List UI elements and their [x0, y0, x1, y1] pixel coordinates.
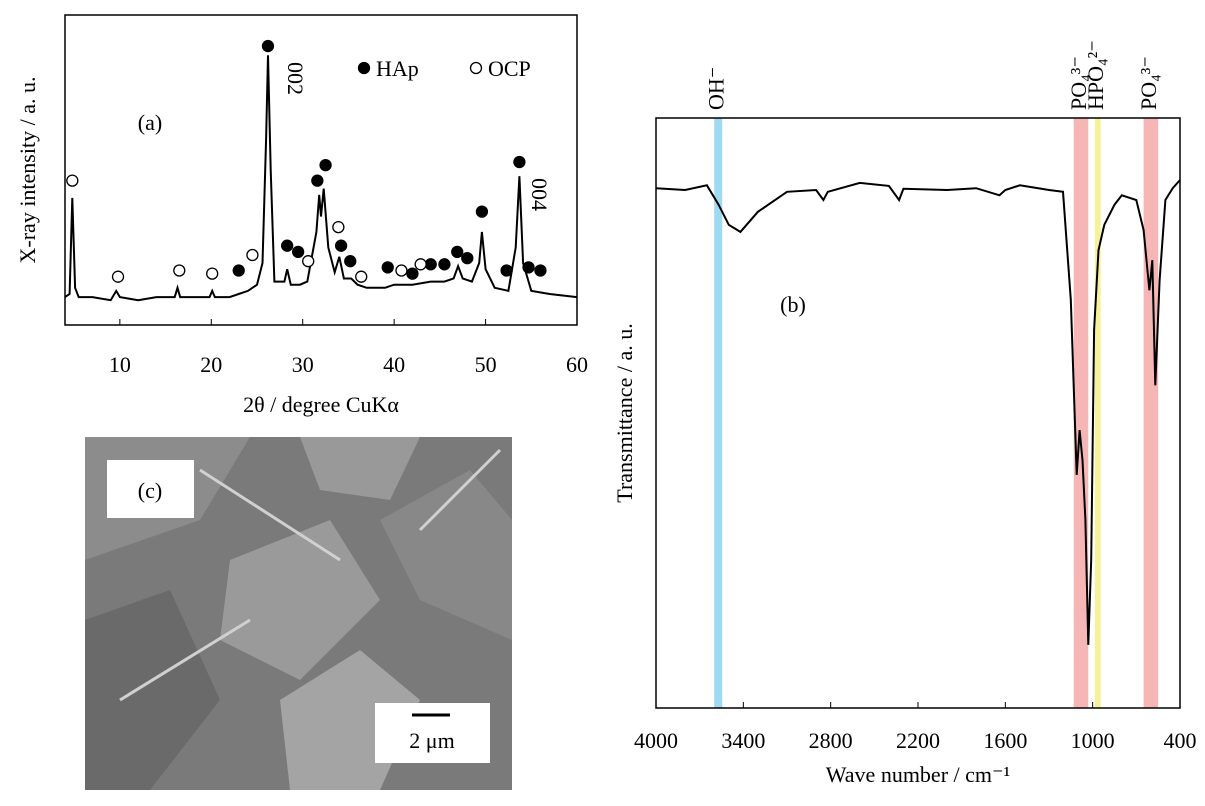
plot-frame — [64, 14, 578, 326]
annotation: 004 — [527, 178, 552, 211]
band — [1094, 118, 1101, 708]
y-axis-label: X-ray intensity / a. u. — [15, 77, 40, 264]
scale-box — [375, 703, 490, 763]
band — [1143, 118, 1159, 708]
sem-crystal — [85, 590, 220, 790]
marker — [173, 264, 186, 277]
marker — [381, 261, 394, 274]
marker — [232, 264, 245, 277]
marker — [261, 39, 275, 53]
marker — [424, 258, 437, 271]
plot-frame — [655, 117, 1181, 709]
legend-marker — [357, 61, 371, 75]
x-tick-label: 1000 — [1071, 728, 1115, 753]
marker — [522, 261, 535, 274]
band — [714, 118, 723, 708]
marker — [206, 267, 219, 280]
marker — [246, 248, 259, 262]
sem-crystal — [380, 470, 512, 640]
data-line — [655, 179, 1181, 645]
marker — [406, 267, 419, 280]
marker — [334, 239, 348, 252]
marker — [500, 264, 513, 277]
x-tick-label: 1600 — [983, 728, 1027, 753]
band — [1073, 118, 1089, 708]
x-tick-label: 60 — [566, 352, 588, 377]
x-tick-label: 10 — [109, 352, 131, 377]
marker — [355, 270, 368, 283]
x-tick-label: 2800 — [809, 728, 853, 753]
x-tick-label: 30 — [292, 352, 314, 377]
marker — [111, 270, 125, 283]
scale-label: 2 μm — [409, 728, 454, 753]
band-label: PO₄³⁻ — [1136, 56, 1161, 110]
marker — [344, 255, 357, 268]
panel-label: (c) — [138, 478, 162, 503]
marker — [513, 155, 526, 169]
label-box — [107, 460, 194, 518]
annotation: (b) — [780, 292, 806, 317]
x-tick-label: 40 — [383, 352, 405, 377]
x-axis-label: Wave number / cm⁻¹ — [826, 762, 1010, 787]
sem-edge — [199, 468, 341, 562]
marker — [291, 245, 305, 259]
marker — [66, 174, 79, 187]
x-tick-label: 400 — [1164, 728, 1197, 753]
legend-marker — [469, 61, 483, 75]
marker — [438, 258, 451, 271]
marker — [319, 158, 332, 172]
band-label: OH⁻ — [703, 67, 728, 110]
marker — [311, 174, 324, 187]
annotation: 002 — [283, 62, 308, 95]
x-tick-label: 20 — [200, 352, 222, 377]
marker — [451, 245, 464, 259]
x-axis-label: 2θ / degree CuKα — [243, 392, 399, 417]
x-tick-label: 50 — [475, 352, 497, 377]
marker — [475, 205, 489, 218]
band-label: HPO₄²⁻ — [1083, 40, 1108, 110]
x-tick-label: 4000 — [634, 728, 678, 753]
x-tick-label: 3400 — [721, 728, 765, 753]
sem-image: (c) 2 μm — [85, 437, 512, 790]
marker — [332, 220, 345, 234]
marker — [281, 239, 294, 252]
legend-label: OCP — [488, 56, 531, 81]
marker — [534, 264, 547, 277]
y-axis-label: Transmittance / a. u. — [612, 323, 637, 502]
legend-label: HAp — [376, 56, 419, 81]
annotation: (a) — [138, 110, 162, 135]
x-tick-label: 2200 — [896, 728, 940, 753]
data-line — [64, 55, 578, 302]
marker — [461, 251, 474, 265]
marker — [302, 255, 315, 268]
sem-edge — [418, 448, 502, 532]
marker — [414, 258, 427, 271]
band-label: PO₄³⁻ — [1066, 56, 1091, 110]
marker — [395, 264, 408, 277]
sem-edge — [119, 618, 251, 702]
sem-crystal — [300, 437, 420, 500]
